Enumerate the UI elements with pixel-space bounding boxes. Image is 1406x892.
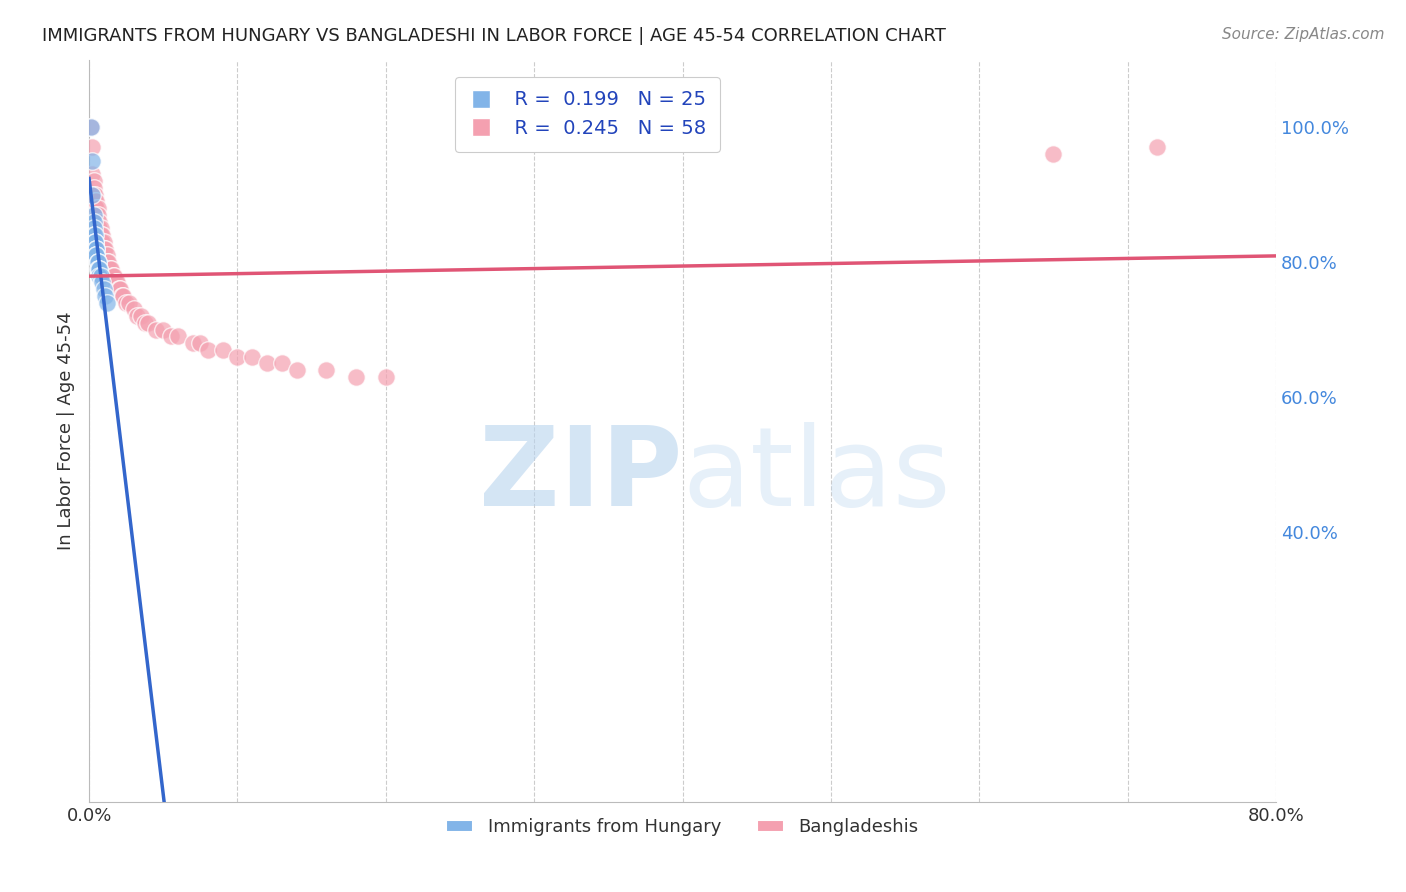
Point <box>1146 140 1168 154</box>
Text: atlas: atlas <box>682 422 950 529</box>
Point <box>90 268 112 283</box>
Point <box>83 221 105 235</box>
Point <box>111 289 134 303</box>
Point <box>152 323 174 337</box>
Point <box>107 282 129 296</box>
Point <box>240 350 263 364</box>
Point <box>87 201 110 215</box>
Point <box>93 242 115 256</box>
Point <box>89 261 111 276</box>
Point <box>86 242 108 256</box>
Point <box>110 282 132 296</box>
Point <box>134 316 156 330</box>
Point <box>94 289 117 303</box>
Point <box>79 120 101 135</box>
Point <box>159 329 181 343</box>
Point <box>90 221 112 235</box>
Point <box>83 208 105 222</box>
Legend: Immigrants from Hungary, Bangladeshis: Immigrants from Hungary, Bangladeshis <box>437 809 928 846</box>
Point <box>344 370 367 384</box>
Point <box>315 363 337 377</box>
Point <box>83 214 105 228</box>
Point <box>83 181 105 195</box>
Point <box>86 248 108 262</box>
Point <box>80 187 103 202</box>
Point <box>115 295 138 310</box>
Point <box>87 255 110 269</box>
Point <box>256 356 278 370</box>
Point <box>101 268 124 283</box>
Point <box>86 201 108 215</box>
Point <box>84 235 107 249</box>
Point <box>98 261 121 276</box>
Point <box>112 289 135 303</box>
Point <box>90 228 112 243</box>
Point <box>80 167 103 181</box>
Point <box>84 194 107 209</box>
Point <box>226 350 249 364</box>
Point <box>86 242 108 256</box>
Point <box>285 363 308 377</box>
Point <box>122 302 145 317</box>
Point <box>84 235 107 249</box>
Point <box>83 228 105 243</box>
Text: IMMIGRANTS FROM HUNGARY VS BANGLADESHI IN LABOR FORCE | AGE 45-54 CORRELATION CH: IMMIGRANTS FROM HUNGARY VS BANGLADESHI I… <box>42 27 946 45</box>
Point <box>1042 147 1064 161</box>
Point <box>105 276 128 290</box>
Point <box>87 261 110 276</box>
Point <box>118 295 141 310</box>
Point <box>96 248 118 262</box>
Point <box>86 194 108 209</box>
Point <box>84 228 107 243</box>
Point <box>93 282 115 296</box>
Point <box>80 153 103 168</box>
Point <box>89 268 111 283</box>
Point <box>96 255 118 269</box>
Point <box>91 228 114 243</box>
Point <box>83 174 105 188</box>
Point <box>84 187 107 202</box>
Point <box>94 242 117 256</box>
Text: Source: ZipAtlas.com: Source: ZipAtlas.com <box>1222 27 1385 42</box>
Point <box>91 276 114 290</box>
Y-axis label: In Labor Force | Age 45-54: In Labor Force | Age 45-54 <box>58 311 75 550</box>
Point <box>104 276 127 290</box>
Text: ZIP: ZIP <box>479 422 682 529</box>
Point <box>89 214 111 228</box>
Point <box>89 261 111 276</box>
Point <box>138 316 160 330</box>
Point <box>188 336 211 351</box>
Point <box>80 140 103 154</box>
Point <box>91 235 114 249</box>
Point <box>145 323 167 337</box>
Point <box>129 309 152 323</box>
Point <box>374 370 396 384</box>
Point <box>103 268 125 283</box>
Point <box>87 255 110 269</box>
Point <box>211 343 233 357</box>
Point <box>125 309 148 323</box>
Point <box>93 235 115 249</box>
Point <box>100 261 122 276</box>
Point <box>167 329 190 343</box>
Point <box>197 343 219 357</box>
Point <box>89 221 111 235</box>
Point <box>97 255 120 269</box>
Point <box>79 120 101 135</box>
Point <box>87 208 110 222</box>
Point <box>96 295 118 310</box>
Point <box>181 336 204 351</box>
Point <box>86 248 108 262</box>
Point <box>271 356 294 370</box>
